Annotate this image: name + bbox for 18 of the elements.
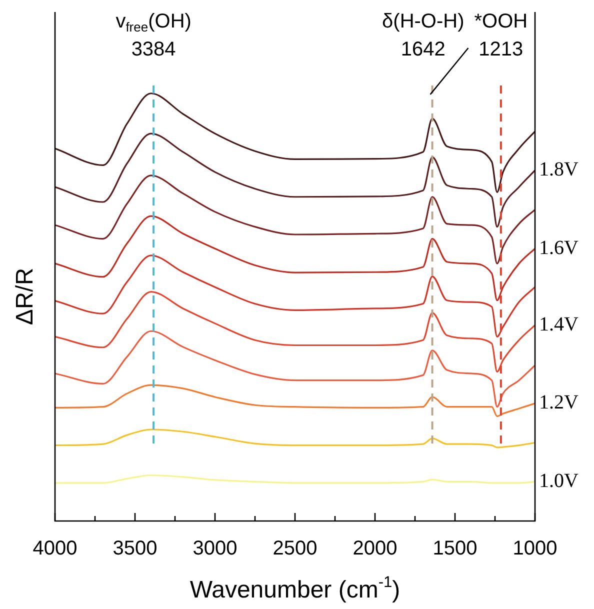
text: *OOH: [474, 10, 528, 33]
series-label: 1.2V: [539, 392, 579, 414]
x-tick-label: 2500: [272, 538, 318, 560]
x-tick-label: 1000: [512, 538, 558, 560]
ref-line-label: 3384: [131, 38, 176, 61]
x-tick-label: 2000: [352, 538, 398, 560]
series-label: 1.4V: [539, 313, 579, 336]
x-tick-label: 3500: [112, 538, 158, 560]
x-tick-label: 1500: [432, 538, 478, 560]
series-label: 1.8V: [539, 158, 579, 181]
x-tick-label: 3000: [192, 538, 238, 560]
ref-line-label: 1213: [478, 38, 524, 61]
series-label: 1.6V: [539, 236, 579, 259]
text: δ(H-O-H): [382, 10, 464, 33]
y-axis-title: ΔR/R: [12, 268, 39, 326]
series-label: 1.0V: [539, 470, 579, 492]
x-tick-label: 4000: [32, 538, 78, 560]
ref-line-label: 1642: [400, 38, 446, 61]
